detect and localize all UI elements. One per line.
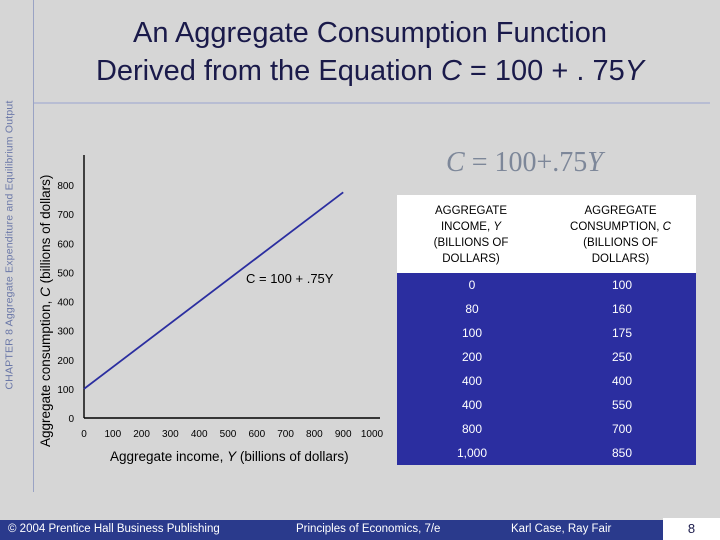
y-axis-label-var: C — [38, 287, 53, 297]
y-tick-label: 500 — [57, 268, 74, 279]
y-tick-label: 100 — [57, 385, 74, 396]
table-cell-consumption: 400 — [611, 374, 633, 388]
title-line-2-prefix: Derived from the Equation — [95, 55, 441, 87]
y-tick-label: 700 — [57, 210, 74, 221]
table-cell-consumption: 100 — [611, 278, 633, 292]
title-line-1: An Aggregate Consumption Function — [133, 17, 607, 49]
table-cell-consumption: 850 — [611, 446, 633, 460]
x-tick-label: 0 — [81, 429, 87, 440]
footer-bar: © 2004 Prentice Hall Business Publishing… — [0, 520, 720, 540]
footer-authors: Karl Case, Ray Fair — [511, 523, 612, 535]
header-income-var: Y — [493, 221, 502, 233]
y-tick-label: 200 — [57, 356, 74, 367]
table-cell-income: 400 — [461, 398, 483, 412]
equation-y: Y — [587, 147, 603, 178]
x-axis-label-suffix: (billions of dollars) — [236, 449, 349, 464]
header-income-line-4: DOLLARS) — [442, 253, 500, 265]
table-cell-income: 0 — [468, 278, 476, 292]
title-var-y: Y — [624, 55, 645, 87]
header-income: AGGREGATE INCOME, Y (BILLIONS OF DOLLARS… — [399, 203, 543, 267]
x-axis-label-prefix: Aggregate income, — [110, 449, 227, 464]
x-tick-label: 900 — [335, 429, 352, 440]
table-header: AGGREGATE INCOME, Y (BILLIONS OF DOLLARS… — [397, 195, 696, 274]
x-tick-label: 100 — [104, 429, 121, 440]
y-axis-label-prefix: Aggregate consumption, — [38, 297, 53, 447]
x-tick-label: 400 — [191, 429, 208, 440]
table-cell-income: 1,000 — [456, 446, 488, 460]
table-cell-consumption: 175 — [611, 326, 633, 340]
x-tick-label: 300 — [162, 429, 179, 440]
x-tick-label: 700 — [277, 429, 294, 440]
title-divider — [34, 102, 710, 104]
footer-copyright: © 2004 Prentice Hall Business Publishing — [8, 523, 220, 535]
header-consumption: AGGREGATE CONSUMPTION, C (BILLIONS OF DO… — [547, 203, 694, 267]
table-body: 0 100 80 160 100 175 200 250 400 400 400 550 800 700 1… — [397, 273, 696, 465]
header-income-line-2: INCOME, Y — [399, 219, 543, 235]
y-tick-label: 600 — [57, 239, 74, 250]
y-tick-label: 400 — [57, 298, 74, 309]
y-tick-label: 800 — [57, 181, 74, 192]
title-line-2-suffix: = 100 + . 75 — [461, 55, 625, 87]
table-cell-income: 100 — [461, 326, 483, 340]
x-axis-label-var: Y — [227, 449, 237, 464]
data-table: AGGREGATE INCOME, Y (BILLIONS OF DOLLARS… — [397, 195, 696, 465]
header-consumption-line-4: DOLLARS) — [591, 253, 650, 265]
table-cell-income: 800 — [461, 422, 483, 436]
footer-book: Principles of Economics, 7/e — [296, 523, 441, 535]
table-cell-consumption: 250 — [611, 350, 633, 364]
x-tick-label: 500 — [220, 429, 237, 440]
line-annotation: C = 100 + .75Y — [246, 271, 334, 286]
table-cell-income: 80 — [465, 302, 479, 316]
header-income-line-2a: INCOME, — [440, 221, 494, 233]
equation-rest: = 100+.75 — [464, 147, 588, 178]
table-cell-consumption: 700 — [611, 422, 633, 436]
title-line-2: Derived from the Equation C = 100 + . 75… — [40, 52, 700, 90]
chart-axes — [83, 155, 380, 419]
x-tick-label: 200 — [133, 429, 150, 440]
x-tick-labels: 0 100 200 300 400 500 600 700 800 900 1000 — [81, 429, 383, 440]
x-tick-label: 1000 — [361, 429, 384, 440]
table-cell-income: 400 — [461, 374, 483, 388]
header-consumption-line-3: (BILLIONS OF — [583, 237, 658, 249]
header-income-line-3: (BILLIONS OF — [433, 237, 509, 249]
table-cell-consumption: 550 — [611, 398, 633, 412]
header-consumption-line-2a: CONSUMPTION, — [570, 221, 663, 233]
header-income-line-1: AGGREGATE — [435, 205, 507, 217]
y-tick-label: 0 — [68, 414, 74, 425]
table-cell-consumption: 160 — [611, 302, 633, 316]
series-lines — [83, 191, 344, 390]
slide-title: An Aggregate Consumption Function Derive… — [40, 14, 700, 90]
y-tick-label: 300 — [57, 327, 74, 338]
equation-c: C — [446, 147, 465, 178]
y-tick-labels: 0 100 200 300 400 500 600 700 800 — [57, 181, 74, 425]
x-axis-label: Aggregate income, Y (billions of dollars… — [110, 449, 349, 464]
header-consumption-line-1: AGGREGATE — [584, 205, 657, 217]
title-var-c: C — [440, 55, 462, 87]
x-tick-label: 800 — [306, 429, 323, 440]
side-divider — [33, 0, 34, 492]
header-consumption-line-2: CONSUMPTION, C — [547, 219, 694, 235]
y-axis-label-suffix: (billions of dollars) — [38, 175, 53, 288]
table-cell-income: 200 — [461, 350, 483, 364]
equation-graphic: C = 100+.75Y — [446, 147, 603, 179]
header-consumption-var: C — [662, 221, 671, 233]
x-tick-label: 600 — [248, 429, 265, 440]
page-number: 8 — [663, 518, 720, 540]
y-axis-label: Aggregate consumption, C (billions of do… — [38, 175, 53, 447]
consumption-function-line — [83, 191, 344, 390]
